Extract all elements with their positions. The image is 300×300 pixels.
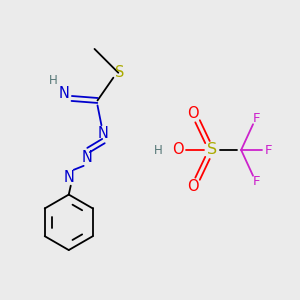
Text: O: O: [187, 106, 198, 121]
Text: S: S: [207, 142, 218, 158]
Text: N: N: [63, 170, 74, 185]
Text: O: O: [172, 142, 184, 158]
Text: F: F: [265, 143, 273, 157]
Text: N: N: [98, 126, 109, 141]
Text: H: H: [49, 74, 57, 87]
Text: N: N: [81, 150, 92, 165]
Text: O: O: [187, 179, 198, 194]
Text: F: F: [253, 112, 261, 125]
Text: N: N: [58, 86, 69, 101]
Text: S: S: [115, 65, 124, 80]
Text: F: F: [253, 175, 261, 188]
Text: H: H: [154, 143, 162, 157]
